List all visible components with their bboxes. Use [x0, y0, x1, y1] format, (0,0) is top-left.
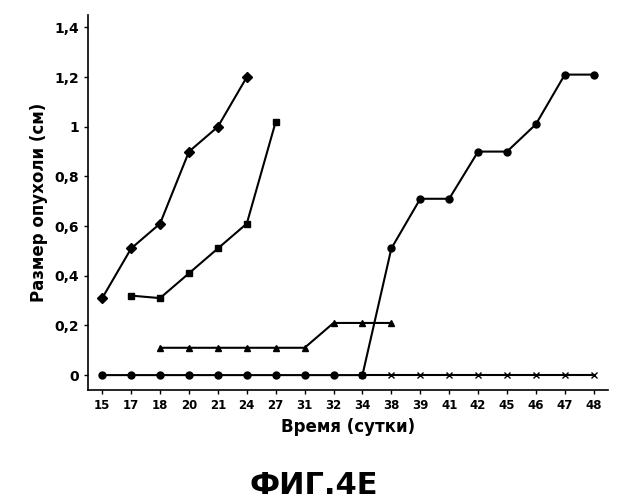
Text: ФИГ.4E: ФИГ.4E [250, 470, 377, 500]
Y-axis label: Размер опухоли (см): Размер опухоли (см) [31, 103, 48, 302]
X-axis label: Время (сутки): Время (сутки) [281, 418, 415, 436]
